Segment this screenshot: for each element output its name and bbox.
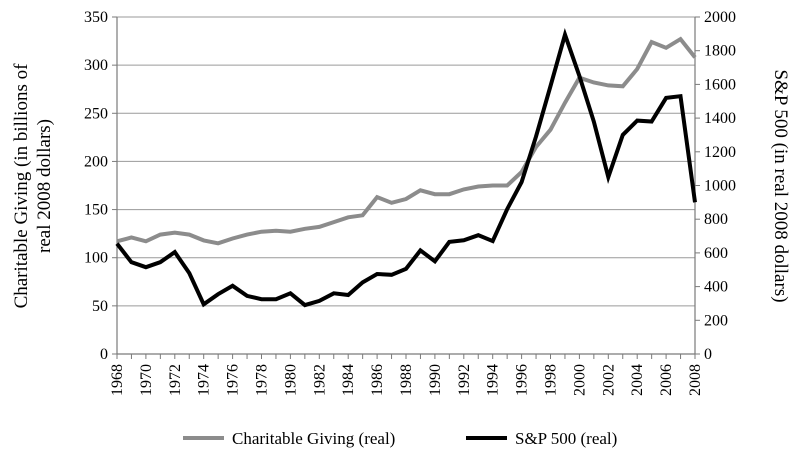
x-tick-label: 1992	[456, 364, 473, 396]
x-tick-label: 1972	[167, 364, 184, 396]
x-tick-label: 2002	[600, 364, 617, 396]
x-tick-label: 1982	[311, 364, 328, 396]
axes	[112, 16, 700, 359]
x-tick-label: 1996	[514, 364, 531, 396]
series-line-sp500	[115, 28, 697, 308]
y-right-tick-label: 800	[704, 211, 728, 228]
y-left-tick-label: 200	[84, 153, 108, 170]
x-tick-label: 1976	[225, 364, 242, 396]
y-right-tick-label: 600	[704, 245, 728, 262]
series	[115, 28, 697, 308]
x-tick-label: 1986	[369, 364, 386, 396]
x-tick-label: 2000	[571, 364, 588, 396]
y-axis-right-label: S&P 500 (in real 2008 dollars)	[770, 69, 790, 302]
x-tick-label: 1968	[109, 364, 126, 396]
y-right-tick-label: 2000	[704, 9, 736, 26]
y-right-tick-label: 400	[704, 279, 728, 296]
y-right-tick-label: 1200	[704, 144, 736, 161]
y-right-tick-label: 0	[704, 346, 712, 363]
y-right-tick-label: 1800	[704, 43, 736, 60]
series-line-charitable-giving	[116, 36, 697, 246]
x-tick-label: 2004	[629, 364, 646, 396]
x-tick-label: 1990	[427, 364, 444, 396]
y-right-tick-label: 200	[704, 312, 728, 329]
y-right-tick-label: 1000	[704, 178, 736, 195]
x-tick-label: 1984	[340, 364, 357, 396]
x-tick-label: 1978	[254, 364, 271, 396]
legend: Charitable Giving (real) S&P 500 (real)	[183, 429, 617, 448]
x-tick-label: 1994	[485, 364, 502, 396]
x-tick-label: 1970	[138, 364, 155, 396]
x-tick-label: 1988	[398, 364, 415, 396]
y-axis-left-label-line1: Charitable Giving (in billions of	[11, 63, 32, 309]
x-tick-label: 1998	[543, 364, 560, 396]
y-left-tick-label: 300	[84, 57, 108, 74]
gridlines	[117, 16, 695, 307]
y-axis-left-label-line2: real 2008 dollars)	[34, 119, 55, 253]
y-left-tick-label: 150	[84, 202, 108, 219]
y-left-tick-label: 0	[100, 346, 108, 363]
y-left-tick-label: 350	[84, 9, 108, 26]
tick-labels: 0 50 100 150 200 250 300 350 0 200 400 600 800 1000 12…	[84, 9, 736, 396]
y-left-tick-label: 50	[92, 298, 108, 315]
legend-label-charitable: Charitable Giving (real)	[232, 429, 395, 448]
y-right-tick-label: 1400	[704, 110, 736, 127]
x-tick-label: 1980	[282, 364, 299, 396]
x-tick-label: 2008	[687, 364, 704, 396]
x-tick-label: 1974	[196, 364, 213, 396]
y-right-tick-label: 1600	[704, 76, 736, 93]
y-left-tick-label: 100	[84, 250, 108, 267]
x-tick-label: 2006	[658, 364, 675, 396]
y-left-tick-label: 250	[84, 105, 108, 122]
legend-label-sp500: S&P 500 (real)	[515, 429, 617, 448]
